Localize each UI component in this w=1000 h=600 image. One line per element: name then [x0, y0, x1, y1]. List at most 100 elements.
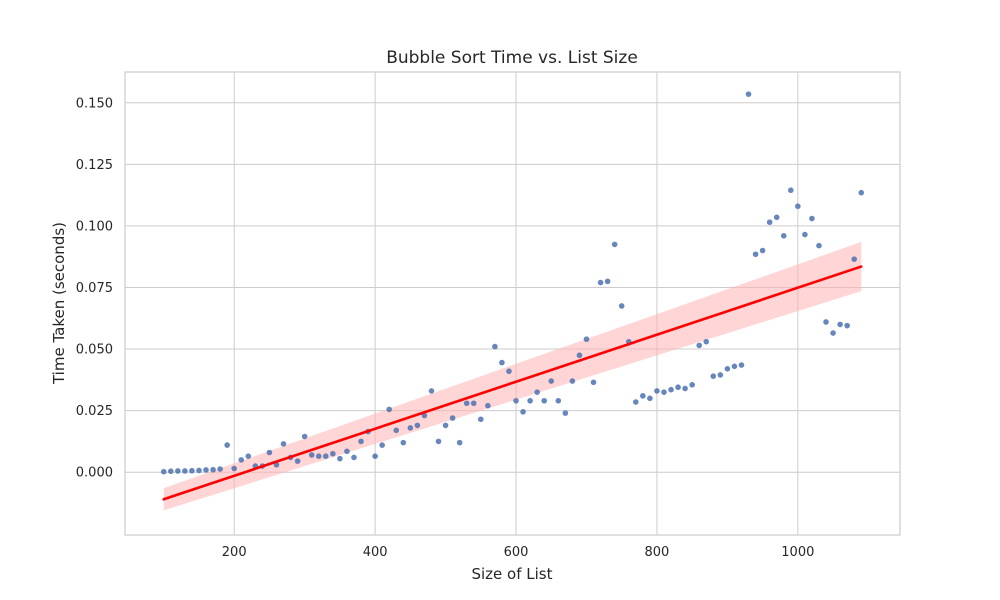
- scatter-point: [449, 415, 456, 421]
- scatter-point: [773, 214, 780, 221]
- scatter-point: [548, 378, 555, 384]
- scatter-point: [661, 389, 667, 395]
- scatter-point: [541, 397, 548, 404]
- scatter-point: [802, 231, 808, 238]
- scatter-point: [513, 397, 519, 404]
- scatter-point: [372, 453, 378, 459]
- scatter-point: [407, 425, 414, 431]
- scatter-point: [485, 402, 491, 409]
- scatter-point: [499, 359, 505, 366]
- y-tick-label: 0.150: [76, 96, 113, 111]
- scatter-point: [731, 363, 738, 370]
- scatter-point: [245, 453, 252, 459]
- scatter-point: [217, 466, 223, 472]
- scatter-point: [640, 393, 646, 399]
- y-tick-label: 0.025: [76, 404, 113, 419]
- scatter-point: [759, 247, 766, 254]
- scatter-point: [224, 442, 230, 448]
- scatter-point: [675, 384, 681, 391]
- scatter-point: [632, 399, 639, 405]
- scatter-point: [555, 397, 562, 404]
- scatter-point: [583, 336, 590, 343]
- y-tick-label: 0.125: [76, 158, 113, 173]
- scatter-point: [344, 448, 350, 455]
- scatter-point: [400, 439, 407, 446]
- scatter-point: [787, 187, 794, 194]
- scatter-point: [203, 467, 209, 473]
- scatter-point: [710, 373, 717, 379]
- scatter-point: [492, 343, 498, 350]
- x-tick-labels: 200 400 600 800 1000: [222, 545, 815, 560]
- scatter-point: [160, 468, 167, 475]
- y-tick-label: 0.050: [76, 343, 113, 358]
- scatter-point: [182, 468, 188, 474]
- scatter-point: [463, 400, 470, 407]
- scatter-point: [308, 452, 315, 458]
- scatter-point: [654, 388, 660, 394]
- scatter-point: [830, 330, 836, 336]
- scatter-point: [428, 388, 435, 394]
- x-tick-label: 400: [363, 545, 388, 560]
- scatter-point: [506, 368, 512, 375]
- scatter-point: [294, 458, 301, 464]
- scatter-point: [196, 467, 202, 474]
- scatter-point: [379, 442, 385, 448]
- y-tick-labels: 0.000 0.025 0.050 0.075 0.100 0.125 0.150: [76, 96, 113, 480]
- scatter-point: [435, 438, 442, 445]
- x-tick-label: 800: [645, 545, 670, 560]
- confidence-band-layer: [163, 241, 862, 511]
- scatter-point: [590, 379, 597, 386]
- scatter-point: [752, 251, 759, 258]
- scatter-point: [851, 256, 858, 262]
- scatter-point: [618, 303, 625, 309]
- scatter-point: [534, 389, 540, 395]
- scatter-point: [795, 203, 801, 210]
- scatter-point: [330, 450, 336, 457]
- scatter-point: [816, 242, 822, 249]
- scatter-point: [421, 412, 428, 419]
- scatter-point: [766, 219, 773, 226]
- chart-title: Bubble Sort Time vs. List Size: [386, 48, 638, 68]
- scatter-point: [351, 454, 357, 461]
- scatter-point: [858, 189, 865, 196]
- x-tick-label: 600: [504, 545, 529, 560]
- y-axis-title: Time Taken (seconds): [50, 222, 68, 385]
- scatter-point: [315, 453, 322, 459]
- regression-line-layer: [162, 265, 863, 501]
- scatter-point: [569, 378, 576, 384]
- scatter-point: [456, 439, 463, 446]
- x-axis-title: Size of List: [471, 565, 552, 583]
- scatter-point: [280, 441, 287, 447]
- scatter-point: [520, 409, 526, 415]
- scatter-point: [823, 319, 829, 325]
- scatter-point: [231, 465, 238, 472]
- scatter-point: [703, 338, 710, 345]
- scatter-point: [322, 453, 329, 459]
- scatter-point: [238, 457, 245, 463]
- scatter-point: [477, 416, 484, 423]
- scatter-point: [647, 395, 653, 402]
- scatter-point: [604, 278, 611, 285]
- y-tick-label: 0.075: [76, 281, 113, 296]
- scatter-point: [837, 321, 843, 328]
- scatter-point: [470, 400, 477, 407]
- scatter-point: [210, 466, 216, 473]
- scatter-point: [189, 467, 195, 474]
- scatter-point: [576, 352, 583, 359]
- scatter-point: [696, 342, 703, 349]
- confidence-band: [163, 241, 862, 511]
- scatter-point: [668, 386, 674, 393]
- scatter-point: [611, 241, 618, 248]
- scatter-point: [597, 279, 604, 286]
- scatter-point: [527, 397, 533, 404]
- scatter-point: [562, 410, 569, 416]
- scatter-point: [745, 91, 752, 97]
- scatter-point: [301, 433, 308, 440]
- scatter-point: [414, 422, 421, 429]
- scatter-point: [393, 427, 400, 434]
- x-tick-label: 1000: [781, 545, 814, 560]
- scatter-point: [167, 468, 174, 475]
- scatter-point: [724, 365, 731, 372]
- scatter-point: [442, 422, 449, 429]
